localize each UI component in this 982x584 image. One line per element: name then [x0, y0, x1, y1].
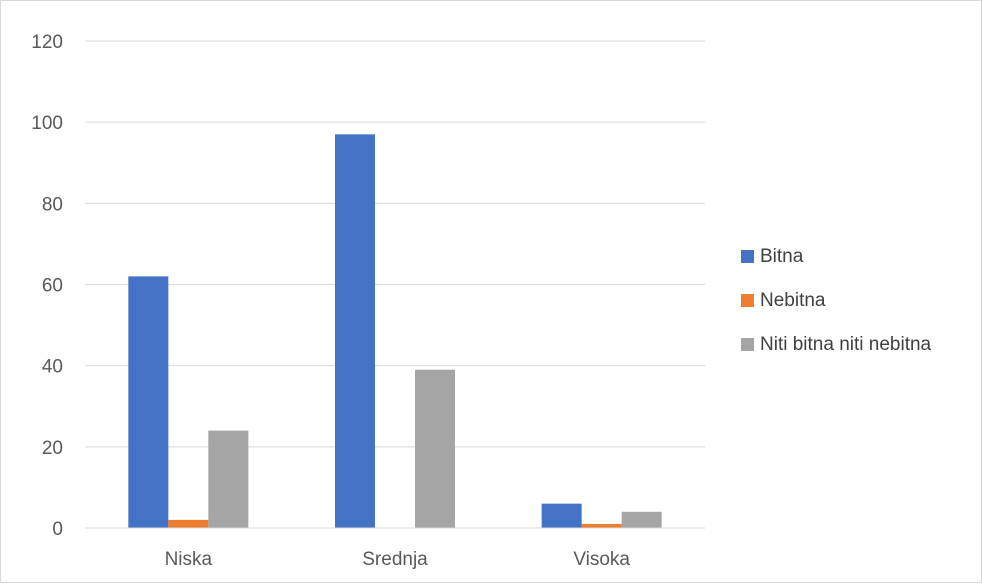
y-tick-label: 80	[42, 194, 63, 215]
legend-swatch	[741, 250, 754, 263]
legend-swatch	[741, 338, 754, 351]
bar-bitna-niska	[128, 276, 169, 528]
y-axis-ticks: 0 20 40 60 80 100 120	[31, 32, 63, 540]
y-tick-label: 40	[42, 357, 63, 378]
bar-niti-bitna-niti-nebitna-niska	[208, 430, 249, 528]
y-tick-label: 20	[42, 438, 63, 459]
x-tick-label: Srednja	[362, 549, 428, 570]
bars	[128, 134, 662, 528]
x-tick-label: Niska	[165, 549, 213, 570]
bar-niti-bitna-niti-nebitna-srednja	[415, 369, 455, 528]
bar-bitna-visoka	[541, 503, 582, 528]
x-axis-ticks: Niska Srednja Visoka	[165, 549, 631, 570]
y-tick-label: 0	[52, 519, 63, 540]
legend-swatch	[741, 294, 754, 307]
y-tick-label: 100	[31, 113, 63, 134]
legend: Bitna Nebitna Niti bitna niti nebitna	[741, 246, 932, 355]
bar-nebitna-niska	[168, 519, 209, 528]
y-tick-label: 120	[31, 32, 63, 53]
legend-label: Bitna	[760, 246, 804, 267]
bar-niti-bitna-niti-nebitna-visoka	[621, 511, 662, 528]
gridlines	[85, 40, 705, 448]
x-tick-label: Visoka	[573, 549, 630, 570]
legend-label: Nebitna	[760, 290, 826, 311]
bar-bitna-srednja	[335, 134, 375, 528]
y-tick-label: 60	[42, 276, 63, 297]
legend-label: Niti bitna niti nebitna	[760, 334, 932, 355]
bar-nebitna-visoka	[581, 523, 622, 528]
